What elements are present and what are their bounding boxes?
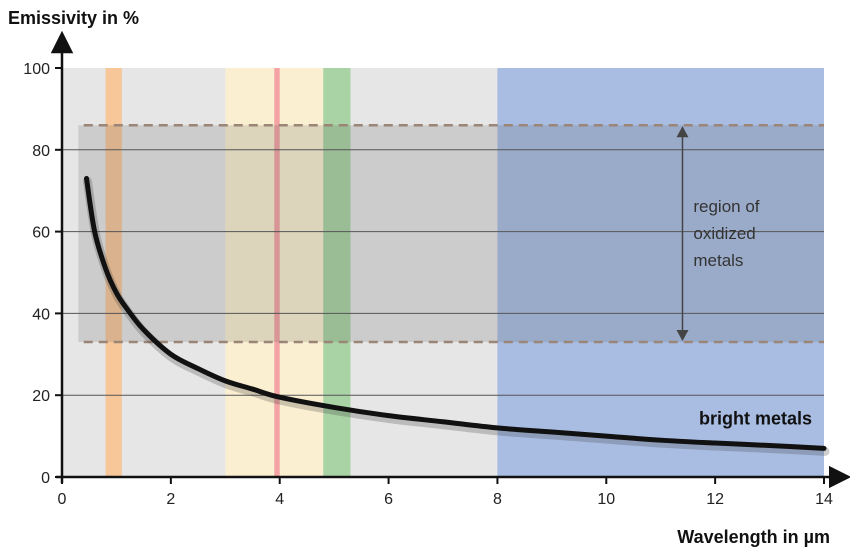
x-tick-label-8: 8: [493, 491, 502, 508]
y-tick-label-20: 20: [32, 388, 50, 405]
y-tick-label-100: 100: [23, 61, 50, 78]
x-tick-label-0: 0: [58, 491, 67, 508]
region-label-line-2: metals: [693, 251, 743, 270]
y-tick-label-40: 40: [32, 306, 50, 323]
y-tick-label-60: 60: [32, 225, 50, 242]
x-tick-label-6: 6: [384, 491, 393, 508]
region-label-line-0: region of: [693, 197, 759, 216]
y-tick-label-0: 0: [41, 470, 50, 487]
bright-metals-curve: [83, 175, 827, 451]
x-tick-label-2: 2: [166, 491, 175, 508]
region-label-line-1: oxidized: [693, 224, 755, 243]
oxidized-region-shade: [78, 125, 825, 343]
x-axis-label: Wavelength in µm: [677, 527, 830, 547]
x-tick-label-14: 14: [815, 491, 833, 508]
x-ticks: 0 2 4 6 8 10 12 14: [58, 477, 833, 508]
x-tick-label-10: 10: [597, 491, 615, 508]
y-tick-label-80: 80: [32, 143, 50, 160]
wavelength-band-0: [105, 68, 122, 477]
bright-metals-label: bright metals: [699, 409, 812, 429]
oxidized-region-label: region of oxidized metals: [693, 197, 759, 270]
x-tick-label-4: 4: [275, 491, 284, 508]
region-arrowhead-bottom: [676, 330, 689, 342]
x-tick-label-12: 12: [706, 491, 724, 508]
wavelength-band-4: [497, 68, 824, 477]
wavelength-band-2: [274, 68, 280, 477]
region-arrowhead-top: [676, 126, 689, 138]
y-axis-label: Emissivity in %: [8, 8, 139, 28]
y-ticks: 0 20 40 60 80 100: [23, 61, 62, 487]
gridlines: [62, 149, 824, 396]
wavelength-bands: [105, 68, 824, 477]
oxidized-region-bounds: [83, 124, 824, 344]
